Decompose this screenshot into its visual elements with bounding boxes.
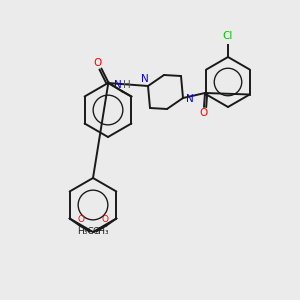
Text: N: N [114, 80, 122, 91]
Text: H₃C: H₃C [77, 227, 93, 236]
Text: N: N [186, 94, 194, 104]
Text: N: N [141, 74, 149, 84]
Text: O: O [102, 215, 109, 224]
Text: H: H [123, 80, 131, 91]
Text: Cl: Cl [223, 31, 233, 41]
Text: O: O [77, 215, 84, 224]
Text: O: O [199, 108, 207, 118]
Text: CH₃: CH₃ [93, 227, 109, 236]
Text: O: O [93, 58, 101, 68]
